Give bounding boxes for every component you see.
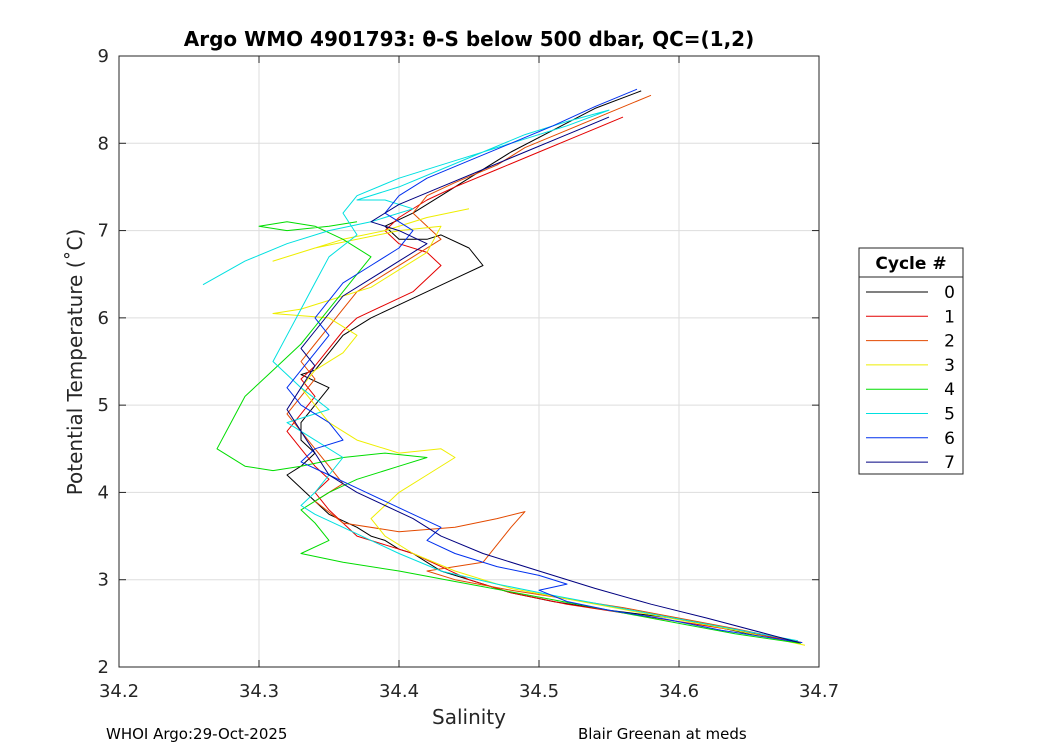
y-axis-label: Potential Temperature (˚C) (63, 229, 87, 496)
legend-box (858, 247, 964, 475)
y-tick-labels: 2 3 4 5 6 7 8 9 (98, 46, 109, 678)
legend-label-cycle-7: 7 (944, 453, 955, 473)
series-line-cycle-4 (216, 221, 801, 644)
series-line-cycle-7 (286, 116, 800, 644)
plot-frame (118, 55, 820, 668)
legend-label-cycle-0: 0 (944, 283, 955, 303)
x-tick-labels: 34.2 34.3 34.4 34.5 34.6 34.7 (99, 681, 839, 702)
x-tick-label: 34.3 (239, 681, 279, 702)
series-line-cycle-5 (202, 109, 799, 642)
y-tick-label: 8 (98, 133, 109, 154)
y-tick-label: 4 (98, 482, 109, 503)
footer-author: Blair Greenan at meds (578, 725, 747, 743)
y-tick-label: 7 (98, 221, 109, 242)
legend-label-cycle-5: 5 (944, 405, 955, 425)
series-line-cycle-2 (286, 94, 803, 644)
legend-label-cycle-6: 6 (944, 429, 955, 449)
y-tick-label: 5 (98, 395, 109, 416)
chart-title: Argo WMO 4901793: θ-S below 500 dbar, QC… (184, 27, 754, 51)
x-tick-label: 34.6 (659, 681, 699, 702)
y-tick-label: 9 (98, 46, 109, 67)
legend-label-cycle-3: 3 (944, 356, 955, 376)
y-tick-label: 2 (98, 657, 109, 678)
x-tick-label: 34.4 (379, 681, 419, 702)
x-axis-label: Salinity (432, 705, 506, 729)
y-tick-label: 6 (98, 308, 109, 329)
series-line-cycle-3 (272, 208, 806, 646)
legend-items: 0 1 2 3 4 5 6 7 (866, 283, 955, 473)
footer-source: WHOI Argo:29-Oct-2025 (106, 725, 288, 743)
legend-label-cycle-1: 1 (944, 307, 955, 327)
x-tick-label: 34.2 (99, 681, 139, 702)
legend: Cycle # 0 1 2 3 4 5 6 7 (858, 247, 964, 475)
x-tick-label: 34.7 (799, 681, 839, 702)
axis-ticks (118, 55, 820, 668)
legend-label-cycle-2: 2 (944, 332, 955, 352)
x-tick-label: 34.5 (519, 681, 559, 702)
legend-title: Cycle # (875, 254, 946, 274)
legend-label-cycle-4: 4 (944, 380, 955, 400)
y-tick-label: 3 (98, 570, 109, 591)
series-line-cycle-6 (286, 88, 803, 644)
data-series (202, 88, 806, 646)
